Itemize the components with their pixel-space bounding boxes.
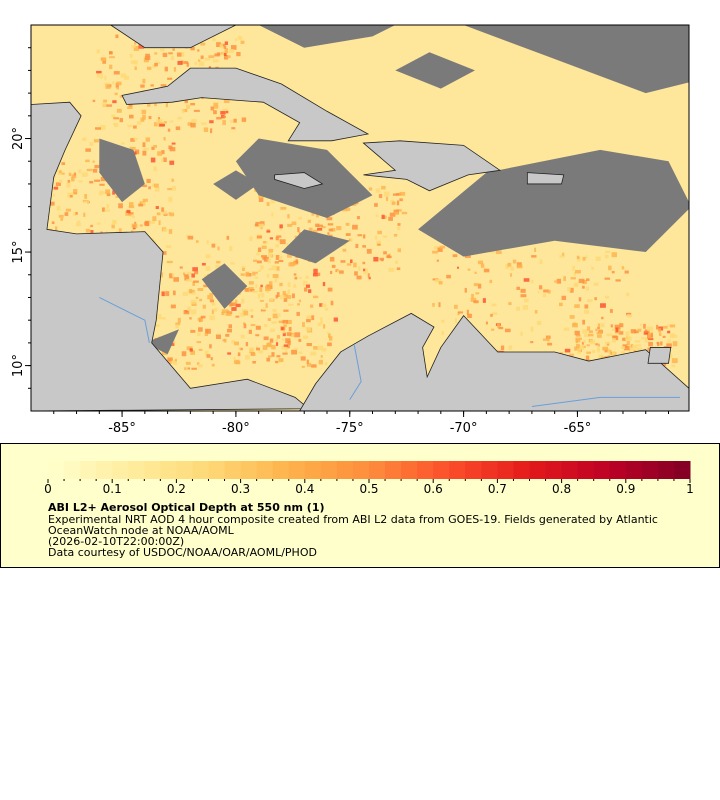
colorbar-segment — [288, 461, 306, 479]
land-area — [274, 172, 324, 189]
colorbar-segment — [369, 461, 386, 479]
colorbar-segment — [96, 461, 113, 479]
colorbar-tick-label: 1 — [686, 482, 694, 496]
colorbar-tick-label: 0.7 — [488, 482, 507, 496]
colorbar-segment — [192, 461, 209, 479]
colorbar-tick-label: 0.2 — [167, 482, 186, 496]
colorbar-segment — [593, 461, 611, 479]
colorbar-segment — [336, 461, 354, 479]
colorbar: 0 0.1 0.2 0.3 0.4 0.5 0.6 0.7 0.8 0.9 1 — [44, 461, 694, 496]
river — [531, 396, 680, 407]
colorbar-segment — [240, 461, 258, 479]
colorbar-segment — [449, 461, 466, 479]
colorbar-segment — [224, 461, 242, 479]
colorbar-tick-label: 0 — [44, 482, 52, 496]
x-tick-label: -80° — [222, 421, 250, 436]
colorbar-tick-label: 0.8 — [552, 482, 571, 496]
colorbar-segment — [641, 461, 659, 479]
colorbar-segment — [657, 461, 675, 479]
land-area — [362, 140, 502, 192]
land-mask — [31, 25, 689, 411]
colorbar-segment — [673, 461, 691, 479]
legend-panel: 0 0.1 0.2 0.3 0.4 0.5 0.6 0.7 0.8 0.9 1 ABI L2+ Ae… — [0, 443, 720, 568]
cloud-patch — [213, 170, 259, 200]
colorbar-segment — [401, 461, 418, 479]
map-frame — [30, 24, 690, 412]
land-area — [31, 101, 310, 411]
cloud-patch — [144, 329, 179, 355]
y-tick-label: 10° — [11, 354, 26, 377]
cloud-mask — [31, 25, 689, 355]
y-tick-label: 20° — [11, 127, 26, 150]
colorbar-tick-label: 0.9 — [616, 482, 635, 496]
colorbar-segment — [128, 461, 145, 479]
cloud-patch — [418, 149, 689, 257]
colorbar-segment — [545, 461, 563, 479]
x-tick-label: -85° — [108, 421, 136, 436]
x-tick-label: -65° — [564, 421, 592, 436]
colorbar-segment — [609, 461, 627, 479]
colorbar-segment — [529, 461, 547, 479]
land-area — [647, 347, 672, 364]
y-tick-label: 15° — [11, 241, 26, 264]
cloud-patch — [258, 25, 396, 48]
aod-map: -85° -80° -75° -70° -65° 20° 15° 10° — [11, 24, 690, 436]
x-tick-label: -70° — [450, 421, 478, 436]
colorbar-segment — [497, 461, 514, 479]
colorbar-segment — [481, 461, 498, 479]
colorbar-segment — [513, 461, 530, 479]
colorbar-segment — [577, 461, 595, 479]
colorbar-segment — [256, 461, 274, 479]
colorbar-segment — [417, 461, 434, 479]
colorbar-segment — [64, 461, 81, 479]
cloud-patch — [99, 138, 145, 203]
colorbar-tick-label: 0.1 — [103, 482, 122, 496]
cloud-patch — [281, 229, 350, 264]
colorbar-segment — [80, 461, 97, 479]
river — [99, 297, 150, 343]
colorbar-segment — [160, 461, 177, 479]
colorbar-tick-label: 0.3 — [231, 482, 250, 496]
x-tick-label: -75° — [336, 421, 364, 436]
cloud-patch — [201, 263, 248, 309]
colorbar-tick-label: 0.5 — [359, 482, 378, 496]
colorbar-segment — [320, 461, 338, 479]
colorbar-segment — [561, 461, 579, 479]
colorbar-segment — [433, 461, 450, 479]
legend-description-2: OceanWatch node at NOAA/AOML — [48, 524, 234, 537]
land-area — [109, 25, 237, 49]
colorbar-segment — [208, 461, 226, 479]
river — [349, 345, 362, 400]
x-axis: -85° -80° -75° -70° -65° — [53, 411, 670, 436]
legend-description-1: Experimental NRT AOD 4 hour composite cr… — [48, 513, 658, 526]
cloud-patch — [463, 25, 689, 94]
colorbar-segment — [304, 461, 322, 479]
colorbar-segment — [176, 461, 193, 479]
colorbar-segment — [48, 461, 65, 479]
colorbar-segment — [272, 461, 290, 479]
legend-title: ABI L2+ Aerosol Optical Depth at 550 nm … — [48, 501, 325, 514]
colorbar-tick-label: 0.4 — [295, 482, 314, 496]
legend-date: (2026-02-10T22:00:00Z) — [48, 535, 185, 548]
land-area — [526, 172, 565, 185]
colorbar-tick-label: 0.6 — [424, 482, 443, 496]
y-axis: 20° 15° 10° — [11, 47, 31, 389]
colorbar-segment — [112, 461, 129, 479]
cloud-patch — [395, 52, 475, 89]
colorbar-segment — [352, 461, 370, 479]
land-area — [121, 67, 370, 142]
colorbar-segment — [465, 461, 482, 479]
colorbar-segment — [625, 461, 643, 479]
legend-credit: Data courtesy of USDOC/NOAA/OAR/AOML/PHO… — [48, 546, 317, 559]
colorbar-segment — [385, 461, 402, 479]
colorbar-segment — [144, 461, 161, 479]
